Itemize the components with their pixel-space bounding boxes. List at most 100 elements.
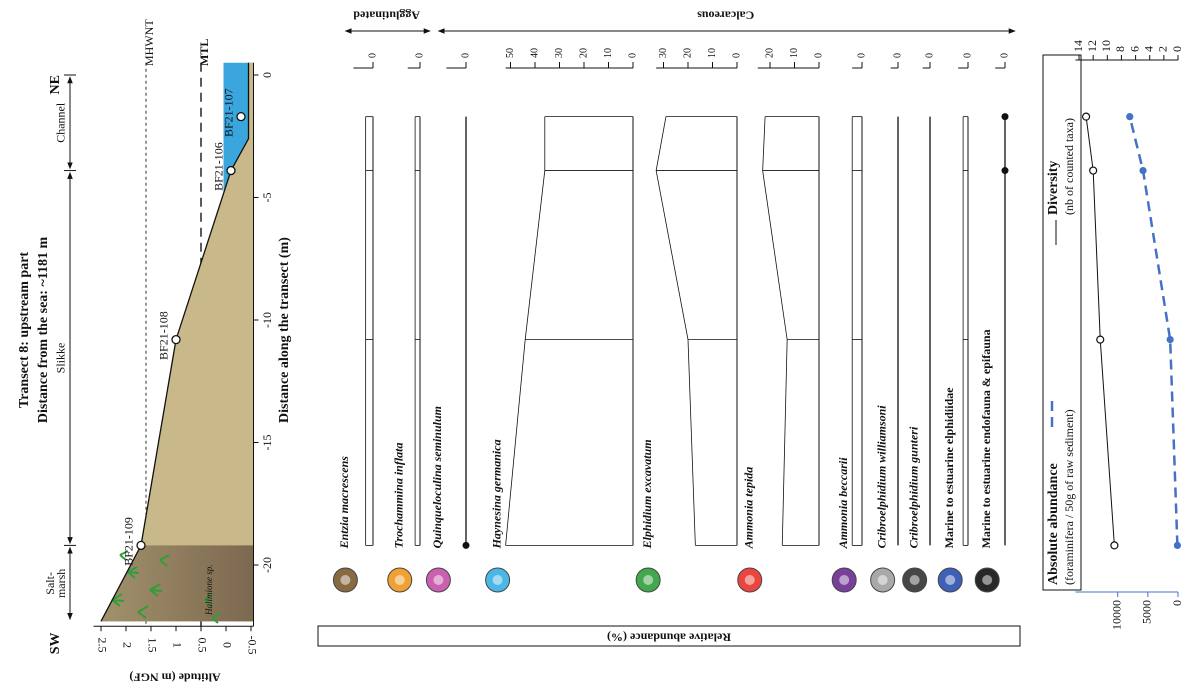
x-tick-label: 0 [924,53,935,58]
x-axis-title: Relative abundance (%) [607,630,731,644]
series-point [1089,166,1098,175]
y-tick-label: 2 [120,642,134,648]
x-tick-label: 40 [529,48,540,58]
legend-unit: (nb of counted taxa) [1062,118,1076,215]
x-tick-label: 10 [789,48,800,58]
series-point [1110,541,1119,550]
sample-point [171,334,181,345]
x-tick-label: -10 [260,312,274,328]
y-tick-label: 10 [1099,40,1113,52]
species-name: Ammonia beccarii [836,457,850,550]
zone-label: Channel [54,102,68,143]
species-icon-detail [877,575,888,585]
species-name: Haynesina germanica [489,439,503,549]
y-tick-label: -0.5 [245,636,259,655]
transect-end: NE [48,75,63,94]
y-tick-label: 14 [1071,40,1085,52]
x-tick-label: 20 [764,48,775,58]
y2-tick-label: 0 [1170,600,1184,606]
species-name: Elphidium excavatum [640,439,654,549]
legend-box [1042,54,1082,591]
species-icon-detail [909,575,920,585]
species-name: Cribroelphidium williamsoni [874,405,888,549]
x-tick-label: -5 [260,193,274,203]
x-tick-label: 0 [414,53,425,58]
series-point [1173,541,1181,550]
species-icon-detail [643,575,654,585]
reference-label: MHWNT [142,19,156,66]
abundance-profile [762,116,788,546]
salt-marsh-fill [101,545,254,622]
presence-dot [462,541,470,549]
x-tick-label: 0 [460,53,471,58]
x-tick-label: 50 [505,48,516,58]
species-name: Cribroelphidium gunteri [906,426,920,548]
x-tick-label: 30 [658,48,669,58]
zone-label: Slikke [54,343,68,374]
species-name: Entzia macrescens [337,456,351,550]
x-tick-label: 10 [603,48,614,58]
species-icon-detail [340,575,351,585]
x-tick-label: 20 [578,48,589,58]
x-tick-label: 0 [367,53,378,58]
x-tick-label: 0 [999,53,1010,58]
abundance-profile [505,116,546,546]
y2-tick-label: 5000 [1140,600,1154,624]
y-tick-label: 2 [1156,46,1170,52]
abundance-profile [655,116,696,546]
sample-point [136,540,146,551]
series-point [1082,112,1091,121]
legend-unit: (foraminifera / 50g of raw sediment) [1062,409,1076,585]
x-tick-label: -20 [260,557,274,573]
y-tick-label: 2.5 [95,638,109,653]
y-tick-label: 1.5 [145,638,159,653]
x-tick-label: -15 [260,435,274,451]
species-icon-detail [945,575,956,585]
x-tick-label: 0 [856,53,867,58]
zone-label: Salt- [43,572,57,595]
chart-subtitle: Distance from the sea: ~1181 m [36,237,51,424]
sample-label: BF21-106 [212,142,226,191]
x-tick-label: 0 [813,53,824,58]
species-name: Marine to estuarine elphidiidae [942,387,956,549]
species-icon-detail [744,575,755,585]
sample-label: BF21-109 [122,517,136,566]
species-name: Quinqueloculina seminulum [430,406,444,548]
sample-point [226,165,236,176]
y-tick-label: 4 [1141,46,1155,52]
x-axis-title: Distance along the transect (m) [277,237,292,423]
series-line [1085,116,1115,546]
species-name: Marine to estuarine endofauna & epifauna [979,329,993,548]
legend-label: Absolute abundance [1046,463,1061,585]
y-tick-label: 0 [220,642,234,648]
y-tick-label: 0 [1170,46,1184,52]
sample-label: BF21-107 [222,88,236,137]
x-axis-title-box [317,625,1021,647]
x-tick-label: 30 [554,48,565,58]
x-tick-label: 0 [962,53,973,58]
y-tick-label: 6 [1127,46,1141,52]
chart-title: Transect 8: upstream part [17,252,32,409]
group-label: Agglutinated [353,8,420,22]
x-tick-label: 0 [731,53,742,58]
x-tick-label: 0 [892,53,903,58]
species-name: Ammonia tepida [742,467,756,550]
group-label: Calcareous [697,8,754,22]
series-point [1166,336,1174,344]
species-name: Trochammina inflata [392,442,406,548]
annotation: Halimione sp. [204,565,214,617]
species-icon-detail [394,575,405,585]
zone-label: marsh [54,569,68,598]
presence-dot [1001,113,1009,121]
reference-label: MTL [197,39,211,66]
legend-label: Diversity [1046,161,1061,215]
species-icon-detail [492,575,503,585]
species-icon-detail [839,575,850,585]
series-line [1128,116,1179,546]
terrain-profile [100,62,250,622]
species-icon-detail [982,575,993,585]
x-tick-label: 0 [260,72,274,78]
sample-point [236,112,246,122]
y-axis-title: Altitude (m NGF) [129,670,220,684]
